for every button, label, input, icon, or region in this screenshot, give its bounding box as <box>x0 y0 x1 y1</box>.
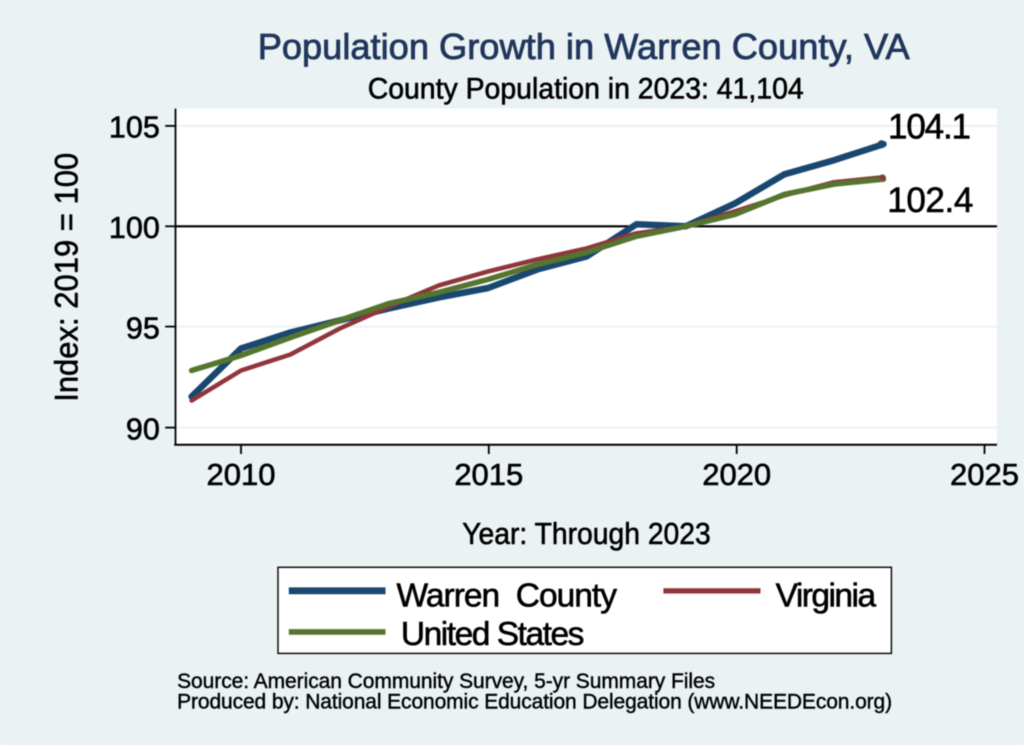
svg-text:United States: United States <box>401 616 585 653</box>
svg-text:105: 105 <box>109 111 160 145</box>
svg-text:2020: 2020 <box>702 457 771 492</box>
svg-text:90: 90 <box>126 413 160 447</box>
svg-text:Produced by: National Economic: Produced by: National Economic Education… <box>177 690 892 713</box>
svg-text:Virginia: Virginia <box>776 577 877 614</box>
svg-text:2015: 2015 <box>454 457 523 492</box>
svg-text:102.4: 102.4 <box>887 181 973 220</box>
svg-text:County Population in 2023: 41,: County Population in 2023: 41,104 <box>368 73 804 106</box>
svg-text:95: 95 <box>126 311 160 345</box>
svg-text:Population Growth in Warren Co: Population Growth in Warren County, VA <box>258 26 911 67</box>
svg-text:Index: 2019 = 100: Index: 2019 = 100 <box>48 153 84 402</box>
svg-text:Source: American Community Sur: Source: American Community Survey, 5-yr … <box>177 670 715 693</box>
svg-text:2010: 2010 <box>207 457 276 492</box>
svg-text:Warren County: Warren County <box>397 577 618 614</box>
svg-text:100: 100 <box>109 211 160 245</box>
svg-text:2025: 2025 <box>950 457 1019 492</box>
svg-text:104.1: 104.1 <box>888 108 971 147</box>
svg-text:Year: Through 2023: Year: Through 2023 <box>462 516 711 551</box>
